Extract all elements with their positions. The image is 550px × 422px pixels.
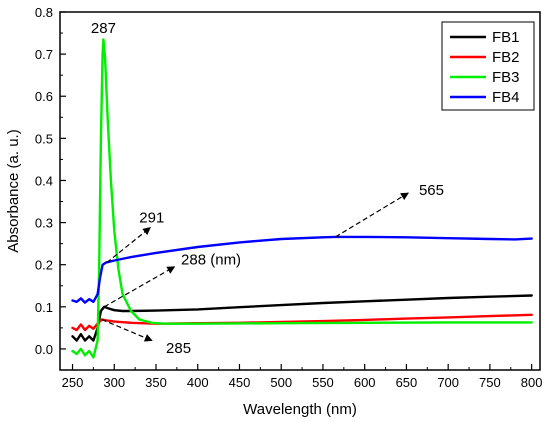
annotation-arrow <box>106 227 151 264</box>
series-group <box>71 38 533 359</box>
legend: FB1 FB2 FB3 FB4 <box>441 21 535 111</box>
y-tick-label: 0.0 <box>35 342 53 357</box>
x-tick-label: 350 <box>145 375 167 390</box>
y-tick-label: 0.2 <box>35 258 53 273</box>
y-tick-label: 0.1 <box>35 300 53 315</box>
y-tick-label: 0.7 <box>35 47 53 62</box>
y-tick-label: 0.6 <box>35 89 53 104</box>
plot-area <box>59 11 541 371</box>
series-line-fb3 <box>71 38 533 359</box>
annotations: 287 291 288 (nm) 285 565 <box>91 20 444 357</box>
x-tick-label: 450 <box>229 375 251 390</box>
series-line-fb4 <box>71 235 533 304</box>
x-tick-label: 250 <box>62 375 84 390</box>
annotation-arrow <box>101 318 153 342</box>
annotation-arrow <box>103 266 176 308</box>
x-tick-label: 800 <box>521 375 543 390</box>
x-tick-label: 300 <box>103 375 125 390</box>
annotation-label: 565 <box>419 182 444 199</box>
annotation-label: 285 <box>166 340 191 357</box>
x-tick-label: 600 <box>354 375 376 390</box>
x-tick-label: 550 <box>312 375 334 390</box>
y-tick-label: 0.8 <box>35 5 53 20</box>
x-tick-label: 650 <box>396 375 418 390</box>
annotation-arrow <box>335 192 409 238</box>
y-tick-label: 0.3 <box>35 216 53 231</box>
x-tick-label: 700 <box>437 375 459 390</box>
y-tick-label: 0.5 <box>35 131 53 146</box>
x-tick-label: 400 <box>187 375 209 390</box>
legend-label-fb3: FB3 <box>492 69 520 86</box>
legend-label-fb1: FB1 <box>492 29 520 46</box>
x-axis-title: Wavelength (nm) <box>243 401 357 418</box>
x-tick-label: 750 <box>479 375 501 390</box>
annotation-label: 291 <box>139 210 164 227</box>
annotation-label: 288 (nm) <box>181 252 241 269</box>
series-line-fb2 <box>71 313 533 332</box>
axis-ticks: 250 300 350 400 450 500 550 600 650 700 750 800 0.0 0… <box>35 5 543 390</box>
annotation-label: 287 <box>91 20 116 37</box>
x-tick-label: 500 <box>270 375 292 390</box>
y-tick-label: 0.4 <box>35 173 53 188</box>
series-line-fb1 <box>71 294 533 342</box>
legend-label-fb4: FB4 <box>492 89 520 106</box>
legend-label-fb2: FB2 <box>492 49 520 66</box>
y-axis-title: Absorbance (a. u.) <box>5 129 22 252</box>
